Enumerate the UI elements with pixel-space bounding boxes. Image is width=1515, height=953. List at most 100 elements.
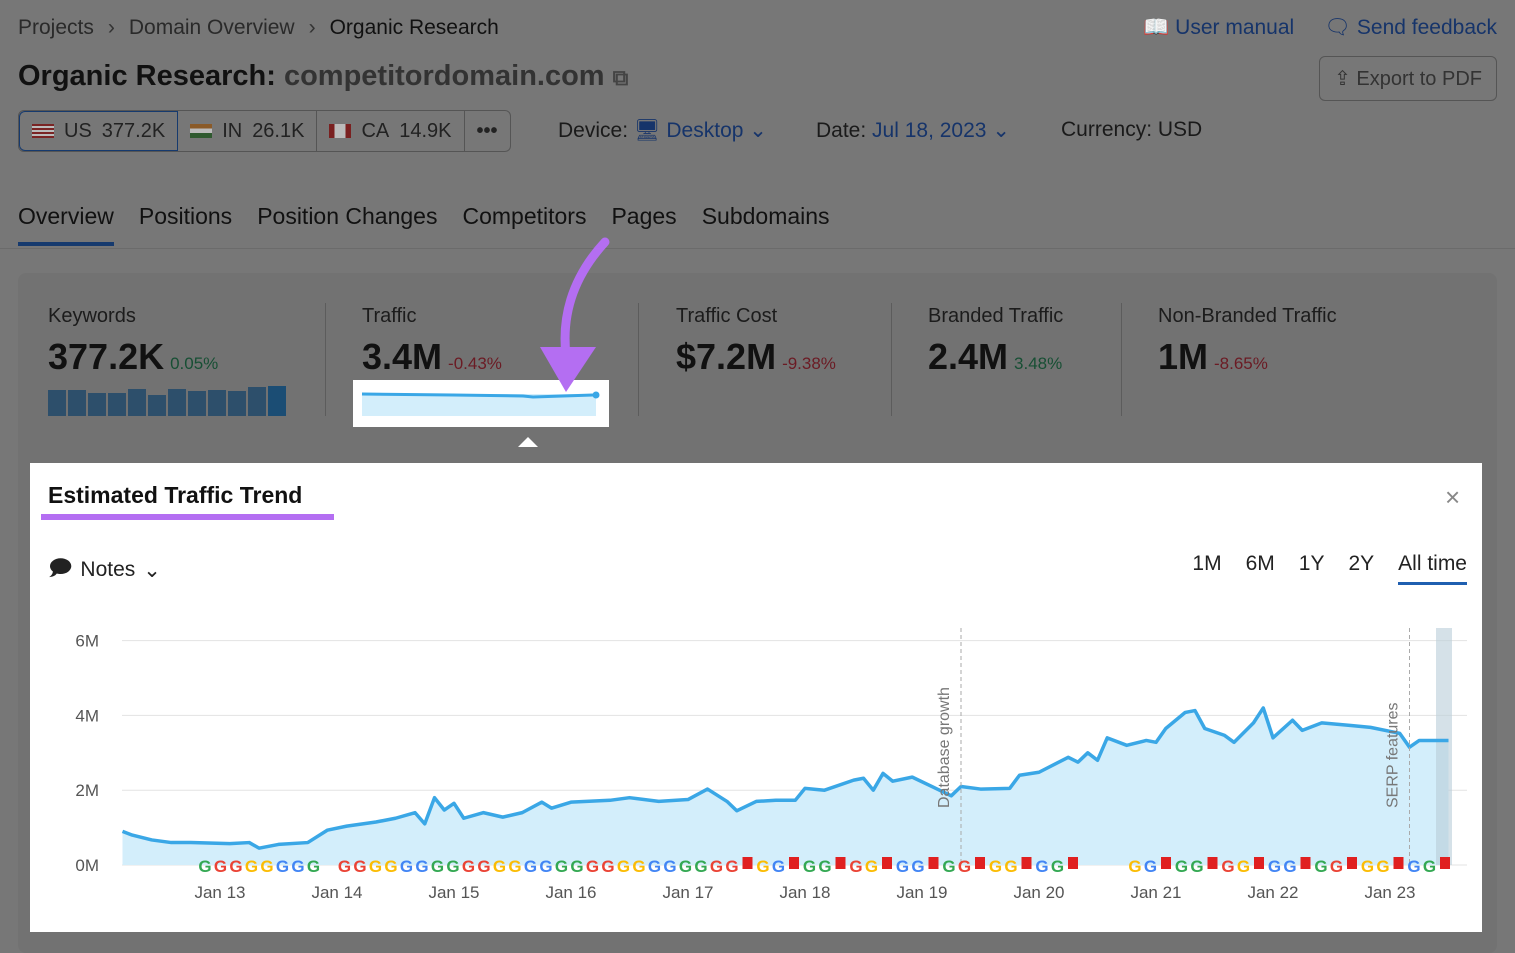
chevron-right-icon: › — [108, 16, 115, 40]
db-code: IN — [222, 120, 242, 143]
y-tick-label: 6M — [75, 632, 99, 651]
google-update-icon: G — [725, 857, 738, 876]
flag-icon — [1440, 857, 1450, 869]
google-update-icon: G — [338, 857, 351, 876]
x-tick-label: Jan 17 — [662, 883, 713, 902]
more-databases-button[interactable]: ••• — [465, 111, 510, 151]
google-update-icon: G — [1175, 857, 1188, 876]
current-period-band — [1436, 628, 1452, 865]
google-update-icon: G — [1314, 857, 1327, 876]
breadcrumb-domain-overview[interactable]: Domain Overview — [129, 16, 295, 40]
breadcrumb: Projects› Domain Overview› Organic Resea… — [18, 16, 499, 40]
x-tick-label: Jan 14 — [311, 883, 362, 902]
google-update-icon: G — [555, 857, 568, 876]
traffic-sparkline[interactable] — [353, 380, 609, 427]
device-selector[interactable]: Device: 🖥 Desktop ⌄ — [558, 118, 767, 143]
breadcrumb-projects[interactable]: Projects — [18, 16, 94, 40]
in-flag-icon — [190, 124, 212, 138]
x-tick-label: Jan 16 — [545, 883, 596, 902]
db-code: US — [64, 120, 92, 143]
google-update-icon: G — [865, 857, 878, 876]
send-feedback-label: Send feedback — [1357, 16, 1497, 39]
divider — [638, 303, 639, 416]
flag-icon — [1301, 857, 1311, 869]
google-update-icon: G — [539, 857, 552, 876]
chevron-right-icon: › — [309, 16, 316, 40]
metric-label: Keywords — [48, 305, 218, 328]
tab-overview[interactable]: Overview — [18, 203, 114, 246]
x-tick-label: Jan 21 — [1130, 883, 1181, 902]
y-tick-label: 2M — [75, 781, 99, 800]
upload-icon: ⇪ — [1334, 68, 1351, 90]
user-manual-link[interactable]: 📖 User manual — [1143, 16, 1294, 40]
tab-subdomains[interactable]: Subdomains — [702, 203, 830, 246]
google-update-icon: G — [214, 857, 227, 876]
google-update-icon: G — [1128, 857, 1141, 876]
export-pdf-button[interactable]: ⇪ Export to PDF — [1319, 56, 1497, 101]
google-update-icon: G — [679, 857, 692, 876]
book-icon: 📖 — [1143, 16, 1169, 40]
date-value: Jul 18, 2023 — [872, 119, 986, 142]
flag-icon — [743, 857, 753, 869]
google-update-icon: G — [198, 857, 211, 876]
tab-competitors[interactable]: Competitors — [462, 203, 586, 246]
google-update-icon: G — [431, 857, 444, 876]
title-prefix: Organic Research: — [18, 60, 276, 92]
google-update-icon: G — [477, 857, 490, 876]
flag-icon — [1161, 857, 1171, 869]
google-update-icon: G — [307, 857, 320, 876]
metric-value: 1M — [1158, 336, 1208, 377]
metric-change: -0.43% — [448, 354, 502, 373]
db-code: CA — [361, 120, 389, 143]
annotation-label: Database growth — [936, 687, 953, 808]
google-update-icon: G — [260, 857, 273, 876]
google-update-icon: G — [1283, 857, 1296, 876]
google-update-icon: G — [400, 857, 413, 876]
x-tick-label: Jan 18 — [779, 883, 830, 902]
user-manual-label: User manual — [1175, 16, 1294, 39]
export-label: Export to PDF — [1356, 68, 1482, 90]
annotation-label: SERP features — [1385, 702, 1402, 808]
google-update-icon: G — [586, 857, 599, 876]
flag-icon — [789, 857, 799, 869]
tab-pages[interactable]: Pages — [611, 203, 676, 246]
monitor-icon: 🖥 — [634, 119, 661, 142]
tab-positions[interactable]: Positions — [139, 203, 232, 246]
tab-position-changes[interactable]: Position Changes — [257, 203, 437, 246]
currency-label: Currency: USD — [1061, 118, 1202, 142]
google-update-icon: G — [1035, 857, 1048, 876]
google-update-icon: G — [694, 857, 707, 876]
metric-traffic-cost[interactable]: Traffic Cost$7.2M-9.38% — [676, 305, 836, 378]
date-selector[interactable]: Date: Jul 18, 2023 ⌄ — [816, 118, 1010, 143]
external-link-icon[interactable]: ⧉ — [613, 65, 629, 90]
google-update-icon: G — [849, 857, 862, 876]
x-tick-label: Jan 20 — [1013, 883, 1064, 902]
metric-label: Non-Branded Traffic — [1158, 305, 1337, 328]
flag-icon — [975, 857, 985, 869]
google-update-icon: G — [772, 857, 785, 876]
date-label: Date: — [816, 119, 866, 142]
google-update-icon: G — [648, 857, 661, 876]
divider — [1121, 303, 1122, 416]
metric-label: Branded Traffic — [928, 305, 1063, 328]
metric-label: Traffic Cost — [676, 305, 836, 328]
divider — [891, 303, 892, 416]
send-feedback-link[interactable]: 🗨Send feedback — [1324, 16, 1497, 40]
google-update-icon: G — [803, 857, 816, 876]
google-update-icon: G — [942, 857, 955, 876]
metric-value: 377.2K — [48, 336, 164, 377]
chevron-down-icon: ⌄ — [749, 119, 767, 142]
google-update-icon: G — [1361, 857, 1374, 876]
google-update-icon: G — [617, 857, 630, 876]
google-update-icon: G — [1221, 857, 1234, 876]
google-update-icon: G — [1330, 857, 1343, 876]
